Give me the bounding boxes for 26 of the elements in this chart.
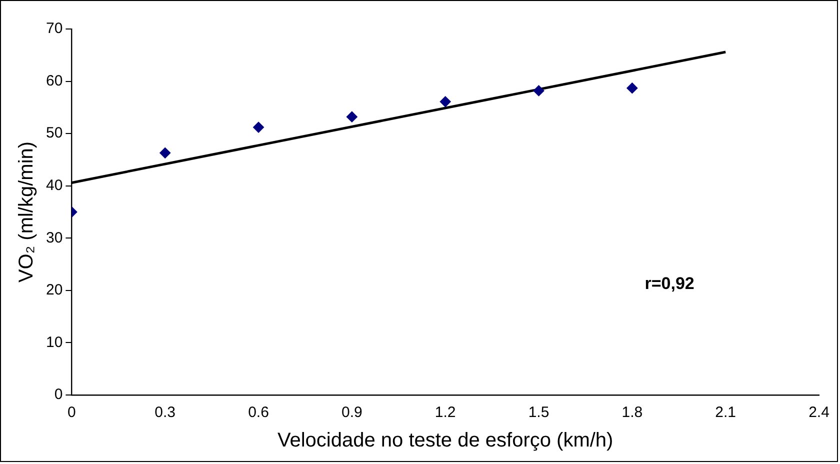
- point: [346, 111, 358, 122]
- y-tick-label: 10: [46, 334, 63, 351]
- point: [440, 96, 451, 108]
- point: [533, 85, 544, 96]
- point: [253, 122, 264, 133]
- x-tick-label: 1.8: [622, 404, 643, 422]
- x-axis-title: Velocidade no teste de esforço (km/h): [277, 430, 614, 452]
- x-tick-label: 0.9: [342, 404, 362, 422]
- y-tick-label: 70: [46, 20, 63, 38]
- x-tick-label: 0.6: [248, 404, 269, 422]
- y-tick-label: 0: [54, 386, 63, 404]
- x-tick-label: 1.5: [528, 404, 550, 422]
- y-tick-label: 50: [46, 124, 63, 142]
- x-tick-label: 1.2: [434, 404, 456, 422]
- x-tick-label: 0.3: [154, 404, 176, 422]
- point: [160, 147, 171, 158]
- y-tick-label: 60: [46, 72, 63, 90]
- x-tick-label: 0: [68, 404, 76, 422]
- point: [626, 82, 638, 94]
- x-tick-label: 2.4: [808, 404, 830, 422]
- annotation: r=0,92: [644, 274, 694, 293]
- y-tick-label: 40: [46, 177, 63, 194]
- y-tick-label: 20: [46, 282, 63, 299]
- y-tick-label: 30: [46, 229, 63, 246]
- x-tick-label: 2.1: [715, 404, 736, 422]
- y-axis-title: VO₂ (ml/kg/min): [16, 141, 38, 283]
